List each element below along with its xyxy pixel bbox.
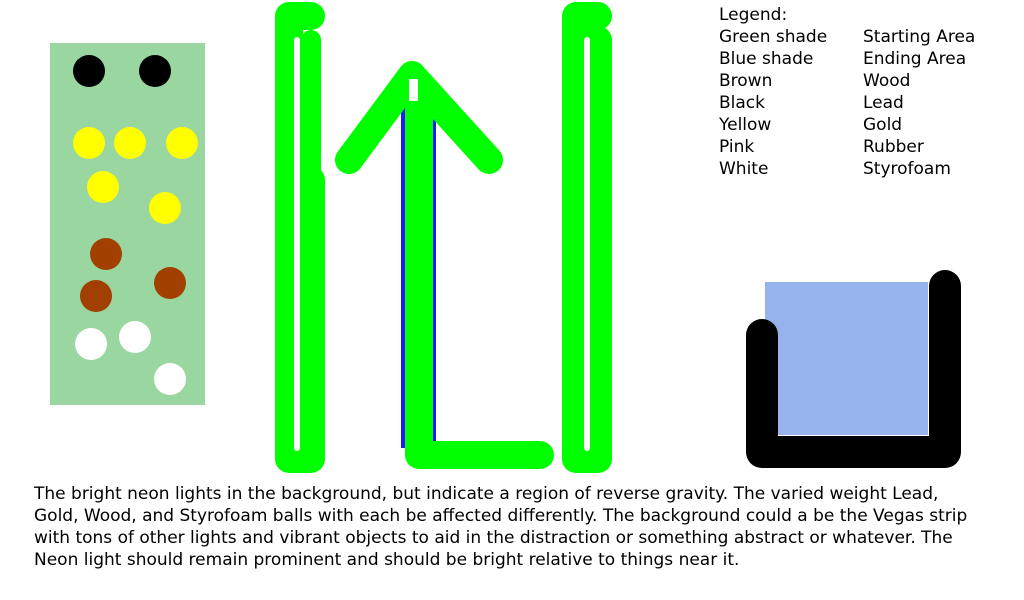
gold-ball <box>87 171 119 203</box>
legend-row: Brown Wood <box>719 70 975 92</box>
arrow-tip-gap <box>409 79 418 101</box>
legend-key: Blue shade <box>719 49 814 69</box>
gold-ball <box>73 127 105 159</box>
styrofoam-ball <box>75 328 107 360</box>
gold-ball <box>114 127 146 159</box>
styrofoam-ball <box>119 321 151 353</box>
legend-row: Blue shade Ending Area <box>719 48 975 70</box>
legend-value: Ending Area <box>863 49 967 69</box>
legend-value: Rubber <box>863 137 924 157</box>
legend-row: Green shade Starting Area <box>719 26 975 48</box>
legend: Legend: Green shade Starting Area Blue s… <box>719 4 975 180</box>
legend-row: White Styrofoam <box>719 158 975 180</box>
legend-value: Starting Area <box>863 27 976 47</box>
legend-key: Green shade <box>719 27 828 47</box>
legend-value: Gold <box>863 115 903 135</box>
legend-key: Yellow <box>719 115 772 135</box>
legend-row: Black Lead <box>719 92 975 114</box>
styrofoam-ball <box>154 363 186 395</box>
neon-arrow-head <box>335 61 503 174</box>
legend-key: White <box>719 159 769 179</box>
description-line: with tons of other lights and vibrant ob… <box>34 528 953 548</box>
neon-bracket-right <box>562 2 612 473</box>
lead-ball <box>73 55 105 87</box>
legend-value: Styrofoam <box>863 159 951 179</box>
gold-ball <box>149 192 181 224</box>
legend-title: Legend: <box>719 5 788 25</box>
legend-row: Yellow Gold <box>719 114 975 136</box>
legend-key: Brown <box>719 71 773 91</box>
lead-ball <box>139 55 171 87</box>
neon-arrow-shaft <box>405 96 554 469</box>
description: The bright neon lights in the background… <box>34 483 1024 571</box>
description-line: Neon light should remain prominent and s… <box>34 550 740 570</box>
legend-key: Black <box>719 93 765 113</box>
wood-ball <box>90 238 122 270</box>
legend-value: Wood <box>863 71 911 91</box>
gold-ball <box>166 127 198 159</box>
legend-key: Pink <box>719 137 755 157</box>
legend-value: Lead <box>863 93 904 113</box>
ending-container <box>746 270 961 468</box>
wood-ball <box>154 267 186 299</box>
legend-row: Pink Rubber <box>719 136 975 158</box>
description-line: Gold, Wood, and Styrofoam balls with eac… <box>34 506 968 526</box>
ending-area <box>765 282 928 435</box>
wood-ball <box>80 280 112 312</box>
description-line: The bright neon lights in the background… <box>34 484 939 504</box>
